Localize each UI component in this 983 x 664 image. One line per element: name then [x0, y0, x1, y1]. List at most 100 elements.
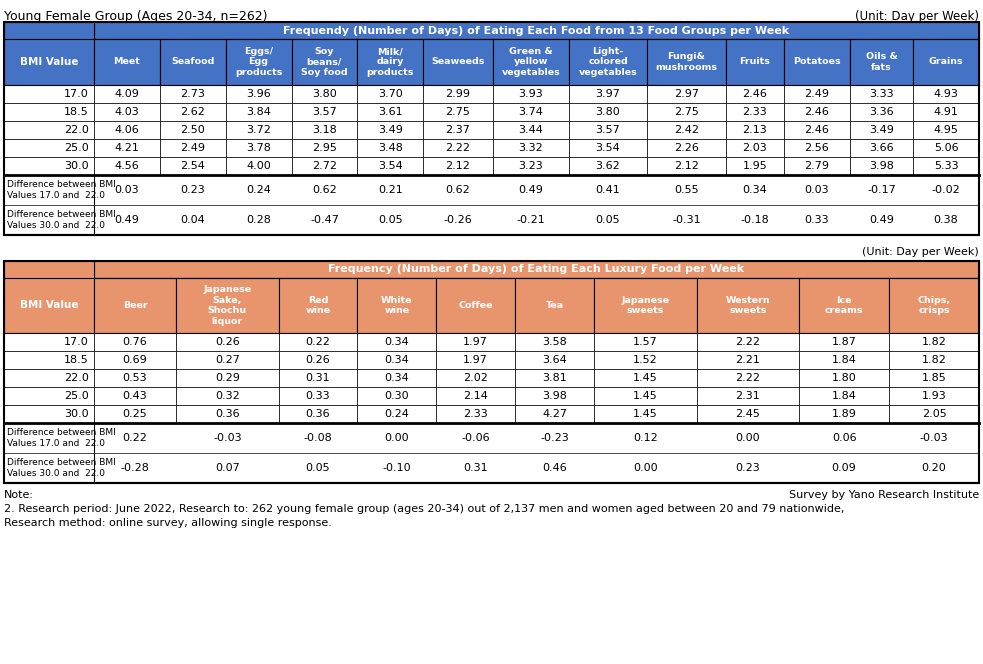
Bar	[784, 39, 850, 85]
Bar	[492, 39, 569, 85]
Bar	[292, 175, 358, 205]
Text: 4.09: 4.09	[114, 89, 140, 99]
Text: 0.62: 0.62	[312, 185, 337, 195]
Text: 0.28: 0.28	[246, 215, 271, 225]
Text: 0.07: 0.07	[215, 463, 240, 473]
Bar	[889, 333, 979, 351]
Text: 2.02: 2.02	[463, 373, 489, 383]
Text: Seafood: Seafood	[171, 58, 214, 66]
Text: 2.95: 2.95	[312, 143, 337, 153]
Text: 4.27: 4.27	[543, 409, 567, 419]
Bar	[358, 423, 436, 453]
Text: 30.0: 30.0	[64, 409, 89, 419]
Bar	[4, 333, 94, 351]
Text: 0.00: 0.00	[384, 433, 409, 443]
Text: 0.21: 0.21	[377, 185, 403, 195]
Text: Green &
yellow
vegetables: Green & yellow vegetables	[501, 47, 560, 77]
Text: 0.36: 0.36	[215, 409, 240, 419]
Text: 1.45: 1.45	[633, 373, 658, 383]
Bar	[784, 139, 850, 157]
Bar	[4, 157, 94, 175]
Text: 2.97: 2.97	[674, 89, 699, 99]
Bar	[358, 157, 424, 175]
Bar	[913, 121, 979, 139]
Text: 0.03: 0.03	[115, 185, 140, 195]
Text: 0.46: 0.46	[543, 463, 567, 473]
Bar	[94, 175, 160, 205]
Text: 22.0: 22.0	[64, 125, 89, 135]
Bar	[799, 453, 889, 483]
Text: 2.33: 2.33	[742, 107, 768, 117]
Bar	[436, 453, 515, 483]
Bar	[424, 157, 492, 175]
Text: 3.98: 3.98	[543, 391, 567, 401]
Text: 0.05: 0.05	[377, 215, 403, 225]
Bar	[358, 351, 436, 369]
Bar	[358, 85, 424, 103]
Text: 18.5: 18.5	[64, 355, 89, 365]
Text: Difference between BMI
Values 30.0 and  22.0: Difference between BMI Values 30.0 and 2…	[7, 458, 116, 478]
Text: 0.09: 0.09	[832, 463, 856, 473]
Bar	[4, 139, 94, 157]
Bar	[4, 22, 94, 85]
Text: 0.43: 0.43	[123, 391, 147, 401]
Text: -0.10: -0.10	[382, 463, 411, 473]
Bar	[913, 175, 979, 205]
Text: -0.08: -0.08	[304, 433, 332, 443]
Text: 0.23: 0.23	[180, 185, 205, 195]
Bar	[492, 121, 569, 139]
Bar	[697, 333, 799, 351]
Text: 30.0: 30.0	[64, 161, 89, 171]
Text: 5.33: 5.33	[934, 161, 958, 171]
Bar	[799, 369, 889, 387]
Bar	[94, 405, 176, 423]
Text: 2. Research period: June 2022, Research to: 262 young female group (ages 20-34) : 2. Research period: June 2022, Research …	[4, 504, 844, 528]
Text: 3.58: 3.58	[543, 337, 567, 347]
Bar	[424, 139, 492, 157]
Text: 2.73: 2.73	[180, 89, 205, 99]
Text: 3.80: 3.80	[596, 107, 620, 117]
Bar	[4, 85, 94, 103]
Text: 2.75: 2.75	[445, 107, 471, 117]
Text: 0.55: 0.55	[674, 185, 699, 195]
Text: -0.02: -0.02	[932, 185, 960, 195]
Bar	[515, 278, 594, 333]
Text: 3.49: 3.49	[377, 125, 403, 135]
Bar	[278, 333, 358, 351]
Text: 22.0: 22.0	[64, 373, 89, 383]
Bar	[226, 205, 292, 235]
Bar	[292, 85, 358, 103]
Text: Frequendy (Number of Days) of Eating Each Food from 13 Food Groups per Week: Frequendy (Number of Days) of Eating Eac…	[283, 25, 789, 35]
Bar	[278, 369, 358, 387]
Text: Soy
beans/
Soy food: Soy beans/ Soy food	[301, 47, 348, 77]
Bar	[889, 453, 979, 483]
Bar	[569, 85, 647, 103]
Text: 4.06: 4.06	[115, 125, 140, 135]
Text: 2.79: 2.79	[804, 161, 830, 171]
Bar	[799, 351, 889, 369]
Bar	[889, 369, 979, 387]
Bar	[569, 139, 647, 157]
Text: 0.24: 0.24	[384, 409, 409, 419]
Bar	[515, 351, 594, 369]
Bar	[515, 453, 594, 483]
Bar	[160, 85, 226, 103]
Text: 0.03: 0.03	[805, 185, 830, 195]
Text: 3.84: 3.84	[246, 107, 271, 117]
Text: Beer: Beer	[123, 301, 147, 310]
Text: 0.33: 0.33	[805, 215, 830, 225]
Bar	[94, 351, 176, 369]
Bar	[176, 278, 278, 333]
Text: -0.03: -0.03	[213, 433, 242, 443]
Bar	[799, 423, 889, 453]
Bar	[492, 85, 569, 103]
Bar	[424, 175, 492, 205]
Bar	[515, 369, 594, 387]
Text: -0.31: -0.31	[672, 215, 701, 225]
Text: 1.84: 1.84	[832, 355, 856, 365]
Text: 1.85: 1.85	[922, 373, 947, 383]
Text: 25.0: 25.0	[64, 143, 89, 153]
Text: 18.5: 18.5	[64, 107, 89, 117]
Text: 3.61: 3.61	[377, 107, 403, 117]
Bar	[850, 139, 913, 157]
